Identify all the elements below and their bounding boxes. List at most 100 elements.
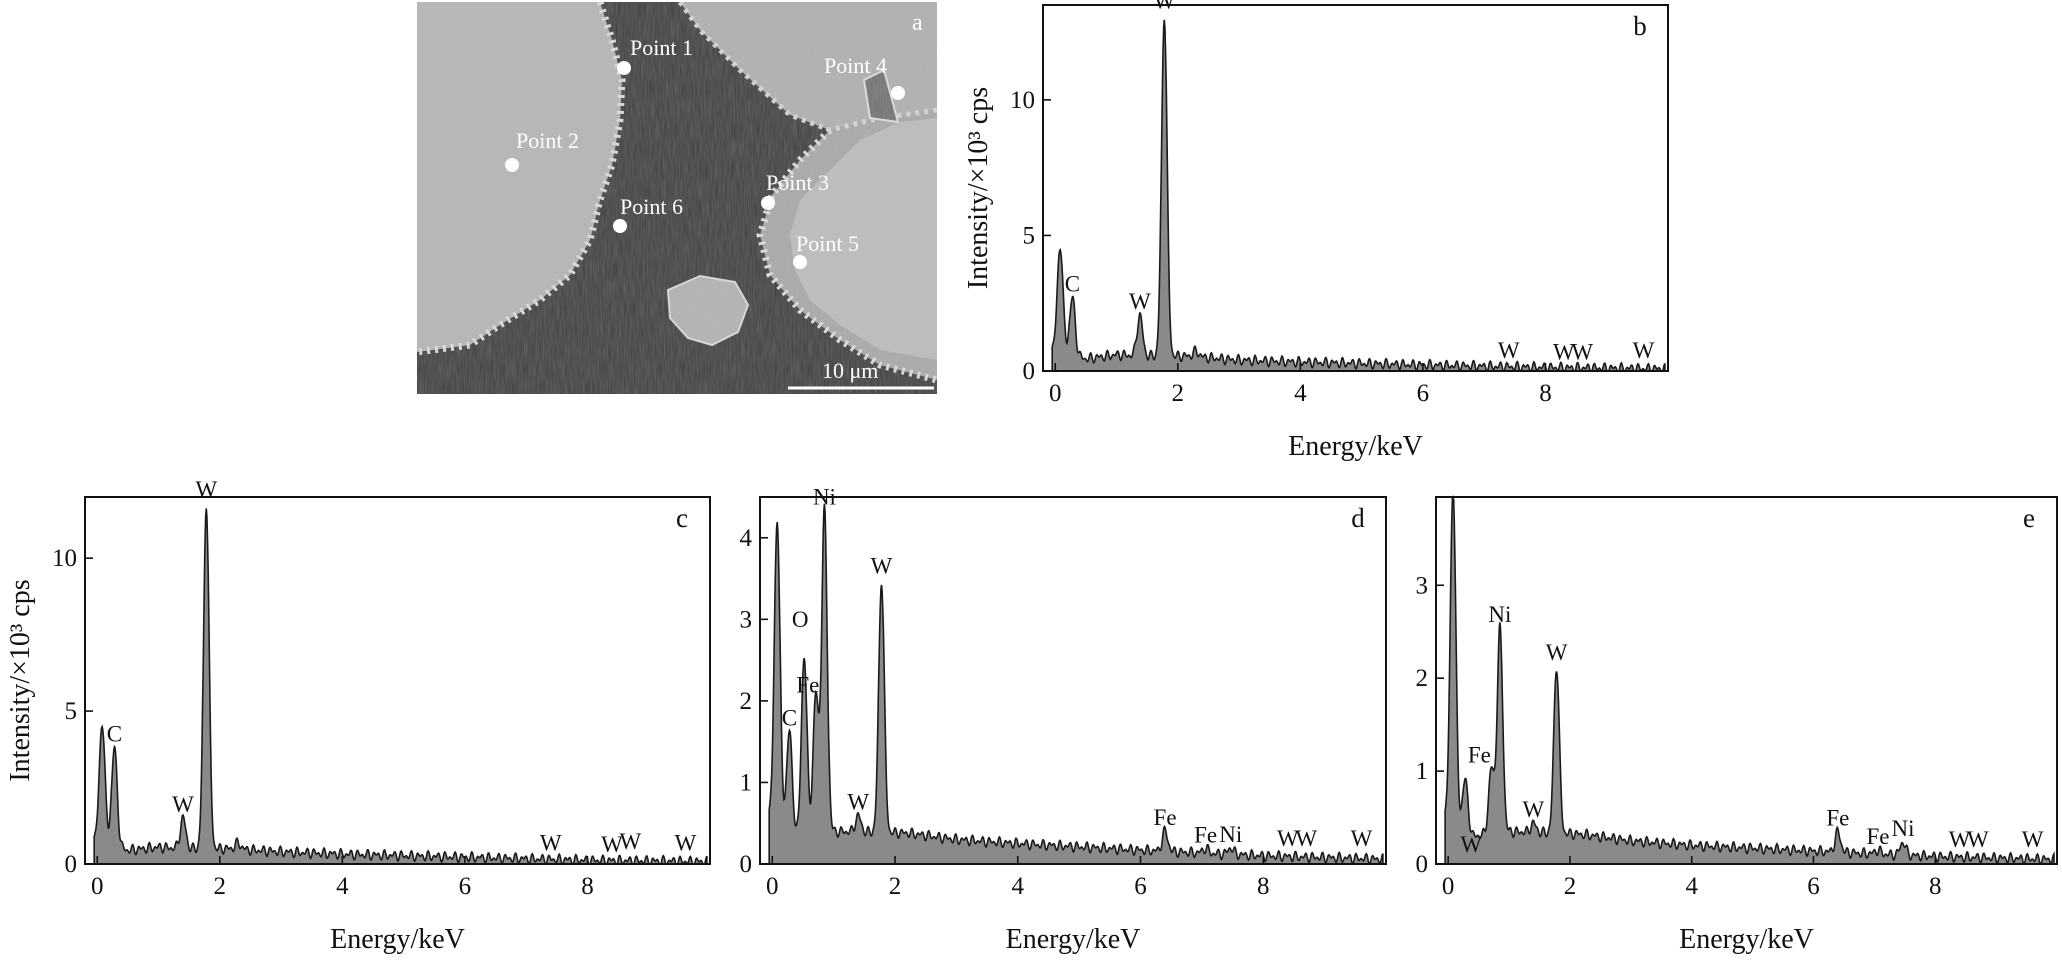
y-tick-label-d-2: 2 [740, 688, 753, 715]
y-tick-label-d-1: 1 [740, 769, 753, 796]
peak-label-c-1: C [107, 722, 122, 747]
spectrum-series-e [1444, 495, 2055, 866]
x-tick-label-d-3: 6 [1134, 873, 1147, 900]
x-tick-label-e-1: 2 [1564, 873, 1577, 900]
panel-label-b: b [1633, 11, 1647, 41]
annotation-label-e-0: W [1949, 827, 1971, 852]
plot-frame-d [759, 496, 1387, 865]
y-axis-label-b: Intensity/×10³ cps [963, 87, 994, 289]
x-tick-label-d-2: 4 [1012, 873, 1025, 900]
point-marker-1 [617, 61, 631, 75]
x-tick-label-e-3: 6 [1807, 873, 1820, 900]
y-tick-label-b-2: 10 [1010, 87, 1035, 114]
annotation-label-c-2: W [619, 829, 641, 854]
peak-label-d-8: Fe [1194, 822, 1217, 847]
peak-label-c-3: W [195, 477, 217, 502]
point-marker-4 [891, 86, 905, 100]
y-tick-label-e-2: 2 [1416, 665, 1429, 692]
annotation-label-c-1: W [601, 832, 623, 857]
point-label-1: Point 1 [630, 35, 693, 60]
x-tick-label-c-2: 4 [336, 873, 349, 900]
annotation-label-c-0: W [540, 830, 562, 855]
peak-label-e-5: W [1546, 640, 1568, 665]
plot-frame-e [1435, 496, 2058, 865]
peak-label-b-3: W [1153, 0, 1175, 13]
x-tick-label-b-0: 0 [1049, 380, 1062, 407]
spectrum-series-b [1051, 19, 1666, 373]
peak-label-d-1: C [782, 705, 797, 730]
y-tick-label-b-0: 0 [1023, 358, 1036, 385]
x-tick-label-b-2: 4 [1294, 380, 1307, 407]
annotation-label-d-0: W [1277, 826, 1299, 851]
peak-label-e-7: Fe [1867, 824, 1890, 849]
peak-label-d-7: Fe [1154, 805, 1177, 830]
x-tick-label-b-1: 2 [1172, 380, 1185, 407]
peak-label-d-3: Fe [796, 673, 819, 698]
point-label-2: Point 2 [516, 128, 579, 153]
annotation-label-b-1: W [1553, 340, 1575, 365]
peak-label-e-3: Ni [1488, 602, 1511, 627]
peak-label-d-6: W [871, 554, 893, 579]
y-tick-label-c-1: 5 [65, 698, 78, 725]
x-axis-label-d: Energy/keV [1006, 924, 1141, 955]
peak-label-e-8: Ni [1891, 816, 1914, 841]
spectrum-series-d [768, 503, 1384, 866]
annotation-label-b-3: W [1633, 338, 1655, 363]
y-tick-label-c-0: 0 [65, 851, 78, 878]
y-tick-label-e-0: 0 [1416, 851, 1429, 878]
annotation-label-b-0: W [1498, 338, 1520, 363]
x-axis-label-c: Energy/keV [330, 924, 465, 955]
x-tick-label-c-0: 0 [91, 873, 104, 900]
point-label-4: Point 4 [824, 53, 887, 78]
peak-label-e-2: Fe [1468, 743, 1491, 768]
y-tick-label-e-1: 1 [1416, 758, 1429, 785]
y-tick-label-d-4: 4 [740, 525, 753, 552]
peak-label-d-9: Ni [1219, 822, 1242, 847]
point-marker-2 [505, 158, 519, 172]
peak-label-d-2: O [792, 607, 809, 632]
x-axis-label-e: Energy/keV [1679, 924, 1814, 955]
sem-panel-label: a [912, 10, 923, 36]
point-marker-6 [613, 219, 627, 233]
point-label-6: Point 6 [620, 194, 683, 219]
x-tick-label-c-4: 8 [581, 873, 594, 900]
annotation-label-b-2: W [1571, 340, 1593, 365]
y-tick-label-e-3: 3 [1416, 572, 1429, 599]
peak-label-e-4: W [1523, 797, 1545, 822]
point-marker-5 [793, 255, 807, 269]
annotation-label-c-3: W [675, 830, 697, 855]
annotation-label-e-1: W [1967, 827, 1989, 852]
x-tick-label-c-1: 2 [214, 873, 227, 900]
x-tick-label-b-3: 6 [1417, 380, 1430, 407]
annotation-label-d-1: W [1295, 826, 1317, 851]
annotation-label-e-2: W [2022, 827, 2044, 852]
panel-label-e: e [2023, 503, 2035, 533]
sem-annotations: Point 1 Point 2 Point 3 Point 4 Point 5 Point… [505, 35, 905, 269]
plot-frame-c [84, 496, 711, 865]
peak-label-b-2: W [1129, 289, 1151, 314]
sem-micrograph [417, 2, 937, 394]
peak-label-c-2: W [172, 792, 194, 817]
x-tick-label-d-1: 2 [889, 873, 902, 900]
x-axis-label-b: Energy/keV [1288, 431, 1423, 462]
panel-label-d: d [1351, 503, 1365, 533]
peak-label-e-6: Fe [1826, 806, 1849, 831]
point-label-5: Point 5 [796, 231, 859, 256]
peak-label-d-5: W [847, 790, 869, 815]
x-tick-label-e-4: 8 [1929, 873, 1942, 900]
sem-texture [417, 2, 937, 394]
y-tick-label-b-1: 5 [1023, 222, 1036, 249]
x-tick-label-c-3: 6 [459, 873, 472, 900]
y-tick-label-d-3: 3 [740, 606, 753, 633]
x-tick-label-d-0: 0 [766, 873, 779, 900]
plot-frame-b [1042, 4, 1669, 372]
peak-label-d-4: Ni [813, 484, 836, 509]
panel-label-c: c [676, 503, 688, 533]
scale-bar-label: 10 μm [822, 358, 878, 383]
x-tick-label-d-4: 8 [1257, 873, 1270, 900]
